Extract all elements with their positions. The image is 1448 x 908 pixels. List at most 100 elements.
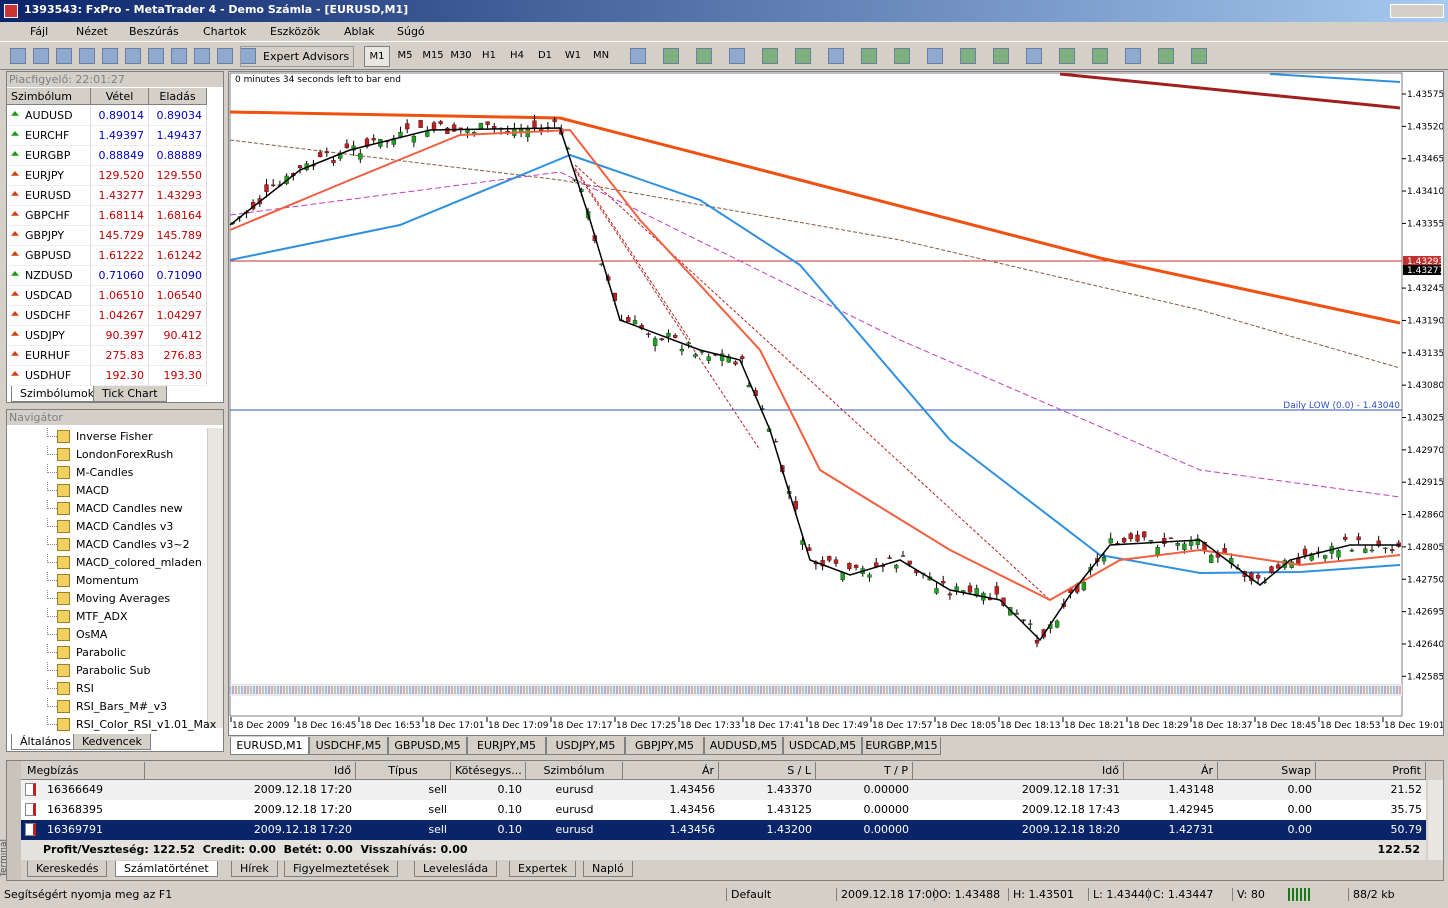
terminal-tab[interactable]: Figyelmeztetések — [284, 861, 399, 877]
menu-item[interactable]: Chartok — [203, 25, 247, 38]
cell[interactable]: 0.10 — [497, 803, 523, 816]
tool-icon[interactable] — [1125, 48, 1141, 64]
cell[interactable]: 35.75 — [1390, 803, 1423, 816]
panel-tab[interactable]: Tick Chart — [93, 386, 167, 402]
period-button[interactable]: M15 — [422, 50, 444, 61]
chart-tab[interactable]: EURUSD,M1 — [230, 737, 309, 755]
cell[interactable]: 0.00 — [1287, 803, 1313, 816]
window-buttons[interactable] — [1390, 4, 1444, 18]
cell[interactable]: sell — [428, 823, 447, 836]
menu-item[interactable]: Beszúrás — [129, 25, 179, 38]
tool-icon[interactable] — [171, 48, 187, 64]
menu-item[interactable]: Nézet — [76, 25, 108, 38]
tool-icon[interactable] — [217, 48, 233, 64]
cell[interactable]: eurusd — [555, 803, 594, 816]
cell[interactable]: eurusd — [555, 823, 594, 836]
indicator[interactable]: MTF_ADX — [76, 610, 128, 623]
period-button[interactable]: D1 — [537, 50, 553, 61]
cell[interactable]: eurusd — [555, 783, 594, 796]
cell[interactable]: 2009.12.18 17:43 — [1021, 803, 1120, 816]
cell[interactable]: 1.43370 — [766, 783, 813, 796]
tool-icon[interactable] — [194, 48, 210, 64]
menu-item[interactable]: Súgó — [397, 25, 425, 38]
indicator[interactable]: Parabolic Sub — [76, 664, 151, 677]
period-button[interactable]: H4 — [510, 50, 524, 61]
menu-item[interactable]: Ablak — [344, 25, 375, 38]
cell[interactable]: 2009.12.18 17:20 — [253, 823, 352, 836]
terminal-tab[interactable]: Napló — [583, 861, 633, 877]
tool-icon[interactable] — [861, 48, 877, 64]
cell[interactable]: 1.43456 — [669, 783, 716, 796]
cell[interactable]: sell — [428, 783, 447, 796]
indicator[interactable]: LondonForexRush — [76, 448, 174, 461]
indicator[interactable]: MACD_colored_mladen — [76, 556, 202, 569]
panel-tab[interactable]: Általános — [11, 734, 80, 750]
chart-tab[interactable]: AUDUSD,M5 — [704, 737, 783, 755]
indicator[interactable]: MACD Candles v3~2 — [76, 538, 190, 551]
tool-icon[interactable] — [630, 48, 646, 64]
terminal-tab[interactable]: Kereskedés — [27, 861, 108, 877]
cell[interactable]: 0.10 — [497, 783, 523, 796]
indicator[interactable]: RSI_Color_RSI_v1.01_Max — [76, 718, 217, 731]
terminal-tab[interactable]: Levelesláda — [414, 861, 498, 877]
tool-icon[interactable] — [993, 48, 1009, 64]
tool-icon[interactable] — [125, 48, 141, 64]
cell[interactable]: 2009.12.18 18:20 — [1021, 823, 1120, 836]
indicator[interactable]: RSI — [76, 682, 94, 695]
chart-tab[interactable]: EURJPY,M5 — [467, 737, 546, 755]
terminal-tab[interactable]: Expertek — [509, 861, 577, 877]
chart-tab[interactable]: EURGBP,M15 — [862, 737, 941, 755]
cell[interactable]: 0.00000 — [863, 823, 910, 836]
tool-icon[interactable] — [828, 48, 844, 64]
cell[interactable]: 50.79 — [1390, 823, 1423, 836]
cell[interactable]: 2009.12.18 17:20 — [253, 803, 352, 816]
period-button[interactable]: M5 — [397, 50, 413, 61]
chart-tab[interactable]: USDJPY,M5 — [546, 737, 625, 755]
menu-item[interactable]: Fájl — [30, 25, 49, 38]
cell[interactable]: 21.52 — [1390, 783, 1423, 796]
cell[interactable]: 16369791 — [47, 823, 103, 836]
indicator[interactable]: M-Candles — [76, 466, 134, 479]
indicator[interactable]: MACD Candles new — [76, 502, 183, 515]
terminal-tab[interactable]: Hírek — [231, 861, 278, 877]
indicator[interactable]: Moving Averages — [76, 592, 171, 605]
tool-icon[interactable] — [10, 48, 26, 64]
tool-icon[interactable] — [729, 48, 745, 64]
cell[interactable]: sell — [428, 803, 447, 816]
cell[interactable]: 1.43456 — [669, 823, 716, 836]
cell[interactable]: 1.42945 — [1168, 803, 1215, 816]
period-button[interactable]: MN — [592, 50, 610, 61]
tool-icon[interactable] — [1059, 48, 1075, 64]
indicator[interactable]: MACD Candles v3 — [76, 520, 174, 533]
tool-icon[interactable] — [148, 48, 164, 64]
chart-tab[interactable]: USDCHF,M5 — [309, 737, 388, 755]
cell[interactable]: 0.10 — [497, 823, 523, 836]
tool-icon[interactable] — [696, 48, 712, 64]
cell[interactable]: 2009.12.18 17:31 — [1021, 783, 1120, 796]
tool-icon[interactable] — [33, 48, 49, 64]
indicator[interactable]: MACD — [76, 484, 109, 497]
cell[interactable]: 16368395 — [47, 803, 103, 816]
chart-tab[interactable]: GBPJPY,M5 — [625, 737, 704, 755]
tool-icon[interactable] — [79, 48, 95, 64]
cell[interactable]: 1.43456 — [669, 803, 716, 816]
tool-icon[interactable] — [927, 48, 943, 64]
indicator[interactable]: OsMA — [76, 628, 108, 641]
tool-icon[interactable] — [56, 48, 72, 64]
period-button[interactable]: M1 — [364, 46, 390, 67]
indicator[interactable]: Momentum — [76, 574, 139, 587]
tool-icon[interactable] — [1158, 48, 1174, 64]
cell[interactable]: 1.43148 — [1168, 783, 1215, 796]
period-button[interactable]: H1 — [482, 50, 496, 61]
terminal-tab[interactable]: Számlatörténet — [115, 861, 218, 877]
cell[interactable]: 16366649 — [47, 783, 103, 796]
cell[interactable]: 0.00 — [1287, 823, 1313, 836]
expert-advisors[interactable]: Expert Advisors — [240, 46, 355, 67]
cell[interactable]: 1.42731 — [1168, 823, 1215, 836]
tool-icon[interactable] — [894, 48, 910, 64]
panel-tab[interactable]: Kedvencek — [73, 734, 151, 750]
period-button[interactable]: M30 — [450, 50, 472, 61]
cell[interactable]: 0.00000 — [863, 803, 910, 816]
cell[interactable]: 0.00 — [1287, 783, 1313, 796]
cell[interactable]: 2009.12.18 17:20 — [253, 783, 352, 796]
